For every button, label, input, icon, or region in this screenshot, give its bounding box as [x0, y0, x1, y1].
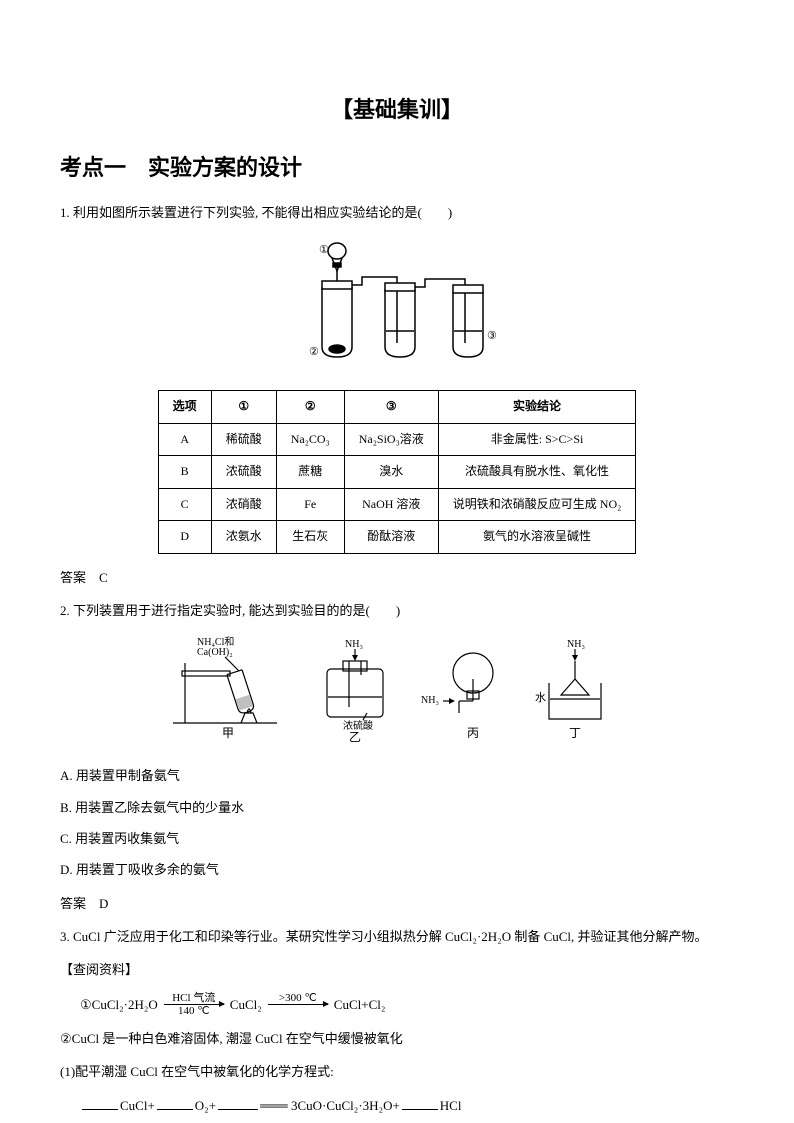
th-option: 选项 — [158, 390, 211, 423]
table-row: D 浓氨水 生石灰 酚酞溶液 氨气的水溶液呈碱性 — [158, 521, 636, 554]
table-row: A 稀硫酸 Na₂CO₃ Na₂SiO₃溶液 非金属性: S>C>Si — [158, 423, 636, 456]
th-col1: ① — [211, 390, 276, 423]
svg-text:丙: 丙 — [467, 726, 479, 740]
q1-answer: 答案 C — [60, 566, 734, 589]
svg-text:NH₃: NH₃ — [345, 639, 363, 650]
th-col3: ③ — [344, 390, 438, 423]
q1-table: 选项 ① ② ③ 实验结论 A 稀硫酸 Na₂CO₃ Na₂SiO₃溶液 非金属… — [158, 390, 637, 554]
table-row: C 浓硝酸 Fe NaOH 溶液 说明铁和浓硝酸反应可生成 NO₂ — [158, 488, 636, 521]
svg-text:Ca(OH)₂: Ca(OH)₂ — [197, 647, 233, 658]
lookup-label: 【查阅资料】 — [60, 958, 734, 981]
reaction-pre: ①CuCl₂·2H₂O — [80, 993, 158, 1016]
q1-apparatus-figure: ① ② ③ — [60, 239, 734, 376]
svg-text:水: 水 — [535, 691, 546, 704]
th-col2: ② — [276, 390, 344, 423]
question-3-text: 3. CuCl 广泛应用于化工和印染等行业。某研究性学习小组拟热分解 CuCl₂… — [60, 925, 734, 948]
label-one: ① — [319, 244, 329, 256]
svg-text:丁: 丁 — [569, 726, 581, 740]
table-header-row: 选项 ① ② ③ 实验结论 — [158, 390, 636, 423]
q3-line2: ②CuCl 是一种白色难溶固体, 潮湿 CuCl 在空气中缓慢被氧化 — [60, 1027, 734, 1050]
question-1-text: 1. 利用如图所示装置进行下列实验, 不能得出相应实验结论的是( ) — [60, 201, 734, 224]
question-2-text: 2. 下列装置用于进行指定实验时, 能达到实验目的的是( ) — [60, 599, 734, 622]
option-b: B. 用装置乙除去氨气中的少量水 — [60, 796, 734, 819]
q2-options: A. 用装置甲制备氨气 B. 用装置乙除去氨气中的少量水 C. 用装置丙收集氨气… — [60, 764, 734, 882]
section-heading: 考点一 实验方案的设计 — [60, 148, 734, 188]
svg-text:乙: 乙 — [349, 730, 361, 744]
reaction-post: CuCl+Cl₂ — [334, 993, 386, 1016]
main-title: 【基础集训】 — [60, 90, 734, 130]
th-conclusion: 实验结论 — [438, 390, 636, 423]
option-a: A. 用装置甲制备氨气 — [60, 764, 734, 787]
option-d: D. 用装置丁吸收多余的氨气 — [60, 858, 734, 881]
q3-equation: CuCl+O₂+═══ 3CuO·CuCl₂·3H₂O+HCl — [80, 1094, 734, 1117]
option-c: C. 用装置丙收集氨气 — [60, 827, 734, 850]
arrow-2: >300 ℃ — [268, 992, 328, 1017]
blank-2[interactable] — [157, 1096, 193, 1110]
svg-text:NH₃: NH₃ — [567, 639, 585, 650]
svg-text:NH₃: NH₃ — [421, 695, 439, 706]
arrow-1: HCl 气流 140 ℃ — [164, 992, 224, 1017]
reaction-scheme: ①CuCl₂·2H₂O HCl 气流 140 ℃ CuCl₂ >300 ℃ Cu… — [80, 992, 734, 1017]
blank-1[interactable] — [82, 1096, 118, 1110]
table-row: B 浓硫酸 蔗糖 溴水 浓硫酸具有脱水性、氧化性 — [158, 456, 636, 489]
q3-line3: (1)配平潮湿 CuCl 在空气中被氧化的化学方程式: — [60, 1060, 734, 1083]
q2-answer: 答案 D — [60, 892, 734, 915]
blank-3[interactable] — [218, 1096, 258, 1110]
reaction-mid: CuCl₂ — [230, 993, 262, 1016]
label-three: ③ — [487, 330, 497, 342]
q2-apparatus-figure: NH₄Cl和 Ca(OH)₂ 甲 NH₃ — [60, 635, 734, 752]
svg-text:甲: 甲 — [222, 726, 234, 740]
blank-4[interactable] — [402, 1096, 438, 1110]
label-two: ② — [309, 346, 319, 358]
